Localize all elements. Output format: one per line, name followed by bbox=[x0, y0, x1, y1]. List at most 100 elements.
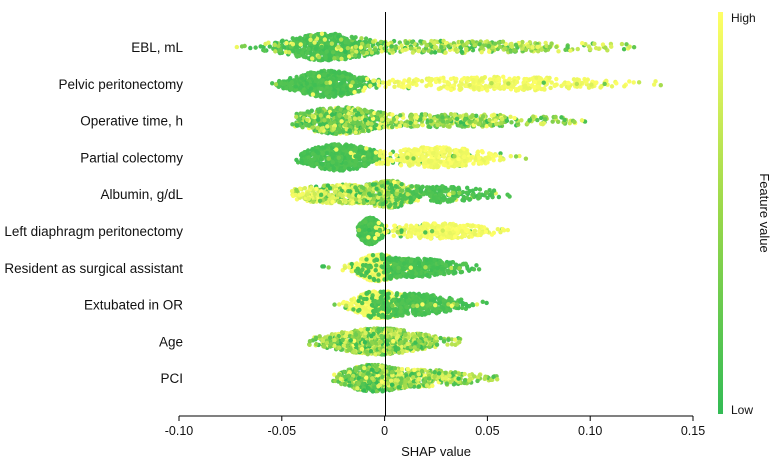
shap-point bbox=[319, 44, 324, 50]
feature-swarm bbox=[355, 215, 511, 247]
shap-point bbox=[422, 164, 427, 169]
shap-point bbox=[407, 161, 412, 167]
shap-point bbox=[449, 185, 454, 190]
shap-point bbox=[458, 120, 464, 125]
shap-point bbox=[388, 202, 393, 208]
shap-point bbox=[299, 159, 304, 164]
shap-point bbox=[319, 86, 324, 92]
shap-point bbox=[369, 121, 374, 126]
shap-point bbox=[469, 114, 474, 120]
shap-point bbox=[433, 79, 439, 85]
shap-point bbox=[389, 44, 394, 49]
shap-point bbox=[520, 39, 525, 45]
shap-point bbox=[358, 161, 363, 166]
shap-point bbox=[389, 124, 395, 130]
shap-point bbox=[337, 113, 342, 118]
shap-point bbox=[438, 150, 443, 155]
shap-point bbox=[340, 74, 345, 79]
shap-point bbox=[598, 85, 603, 90]
shap-point bbox=[367, 47, 373, 52]
shap-point bbox=[552, 83, 557, 89]
shap-point bbox=[496, 194, 502, 200]
shap-point bbox=[464, 47, 469, 52]
shap-point bbox=[600, 42, 606, 47]
shap-point bbox=[465, 185, 470, 191]
shap-point bbox=[371, 78, 376, 83]
shap-point bbox=[308, 86, 314, 91]
shap-point bbox=[464, 190, 469, 195]
shap-point bbox=[304, 51, 310, 56]
shap-point bbox=[353, 53, 358, 58]
shap-point bbox=[324, 49, 329, 54]
shap-point bbox=[356, 116, 362, 121]
shap-point bbox=[548, 85, 553, 91]
shap-point bbox=[518, 85, 523, 90]
shap-point bbox=[411, 156, 416, 161]
shap-point bbox=[522, 83, 528, 88]
shap-point bbox=[356, 54, 362, 59]
shap-point bbox=[416, 162, 422, 167]
shap-point bbox=[496, 85, 502, 90]
shap-point bbox=[586, 44, 592, 49]
shap-point bbox=[368, 83, 373, 88]
shap-point bbox=[530, 45, 535, 50]
shap-point bbox=[409, 184, 414, 189]
shap-point bbox=[462, 117, 468, 123]
feature-label: Operative time, h bbox=[80, 114, 183, 129]
shap-point bbox=[362, 117, 368, 123]
shap-point bbox=[382, 46, 387, 51]
shap-point bbox=[316, 54, 322, 60]
shap-point bbox=[337, 191, 343, 196]
shap-point bbox=[353, 130, 358, 135]
shap-point bbox=[458, 149, 463, 154]
shap-point bbox=[426, 159, 432, 164]
shap-point bbox=[393, 204, 398, 210]
shap-point bbox=[519, 118, 524, 123]
shap-point bbox=[627, 44, 632, 49]
shap-point bbox=[380, 155, 386, 160]
shap-point bbox=[429, 38, 434, 44]
shap-point bbox=[319, 51, 325, 56]
shap-point bbox=[325, 124, 330, 129]
shap-point bbox=[332, 69, 337, 74]
shap-point bbox=[248, 45, 253, 51]
shap-point bbox=[594, 80, 599, 85]
shap-point bbox=[405, 187, 410, 192]
shap-point bbox=[508, 114, 513, 120]
shap-point bbox=[410, 50, 416, 55]
shap-point bbox=[293, 192, 299, 198]
shap-point bbox=[323, 191, 328, 196]
shap-point bbox=[420, 184, 425, 190]
shap-point bbox=[592, 41, 597, 46]
shap-point bbox=[471, 85, 476, 90]
shap-point bbox=[310, 92, 316, 97]
shap-point bbox=[535, 117, 540, 123]
shap-point bbox=[388, 151, 393, 157]
shap-point bbox=[310, 56, 315, 61]
shap-point bbox=[304, 81, 310, 86]
shap-point bbox=[325, 164, 331, 169]
shap-point bbox=[386, 192, 391, 197]
shap-point bbox=[602, 81, 607, 87]
shap-point bbox=[483, 83, 488, 89]
shap-point bbox=[294, 123, 300, 128]
shap-point bbox=[513, 42, 519, 48]
shap-point bbox=[284, 40, 289, 46]
shap-point bbox=[371, 196, 377, 202]
shap-point bbox=[507, 76, 512, 82]
shap-point bbox=[593, 45, 599, 51]
shap-point bbox=[438, 85, 444, 91]
shap-point bbox=[580, 41, 585, 46]
shap-point bbox=[282, 45, 287, 50]
shap-point bbox=[394, 191, 399, 197]
shap-point bbox=[258, 44, 263, 49]
shap-point bbox=[353, 154, 358, 159]
shap-point bbox=[491, 158, 496, 163]
shap-point bbox=[341, 185, 347, 190]
shap-point bbox=[309, 163, 314, 168]
shap-point bbox=[375, 50, 380, 55]
shap-point bbox=[350, 200, 355, 206]
shap-point bbox=[294, 53, 299, 59]
shap-point bbox=[453, 147, 459, 153]
shap-point bbox=[310, 114, 316, 119]
